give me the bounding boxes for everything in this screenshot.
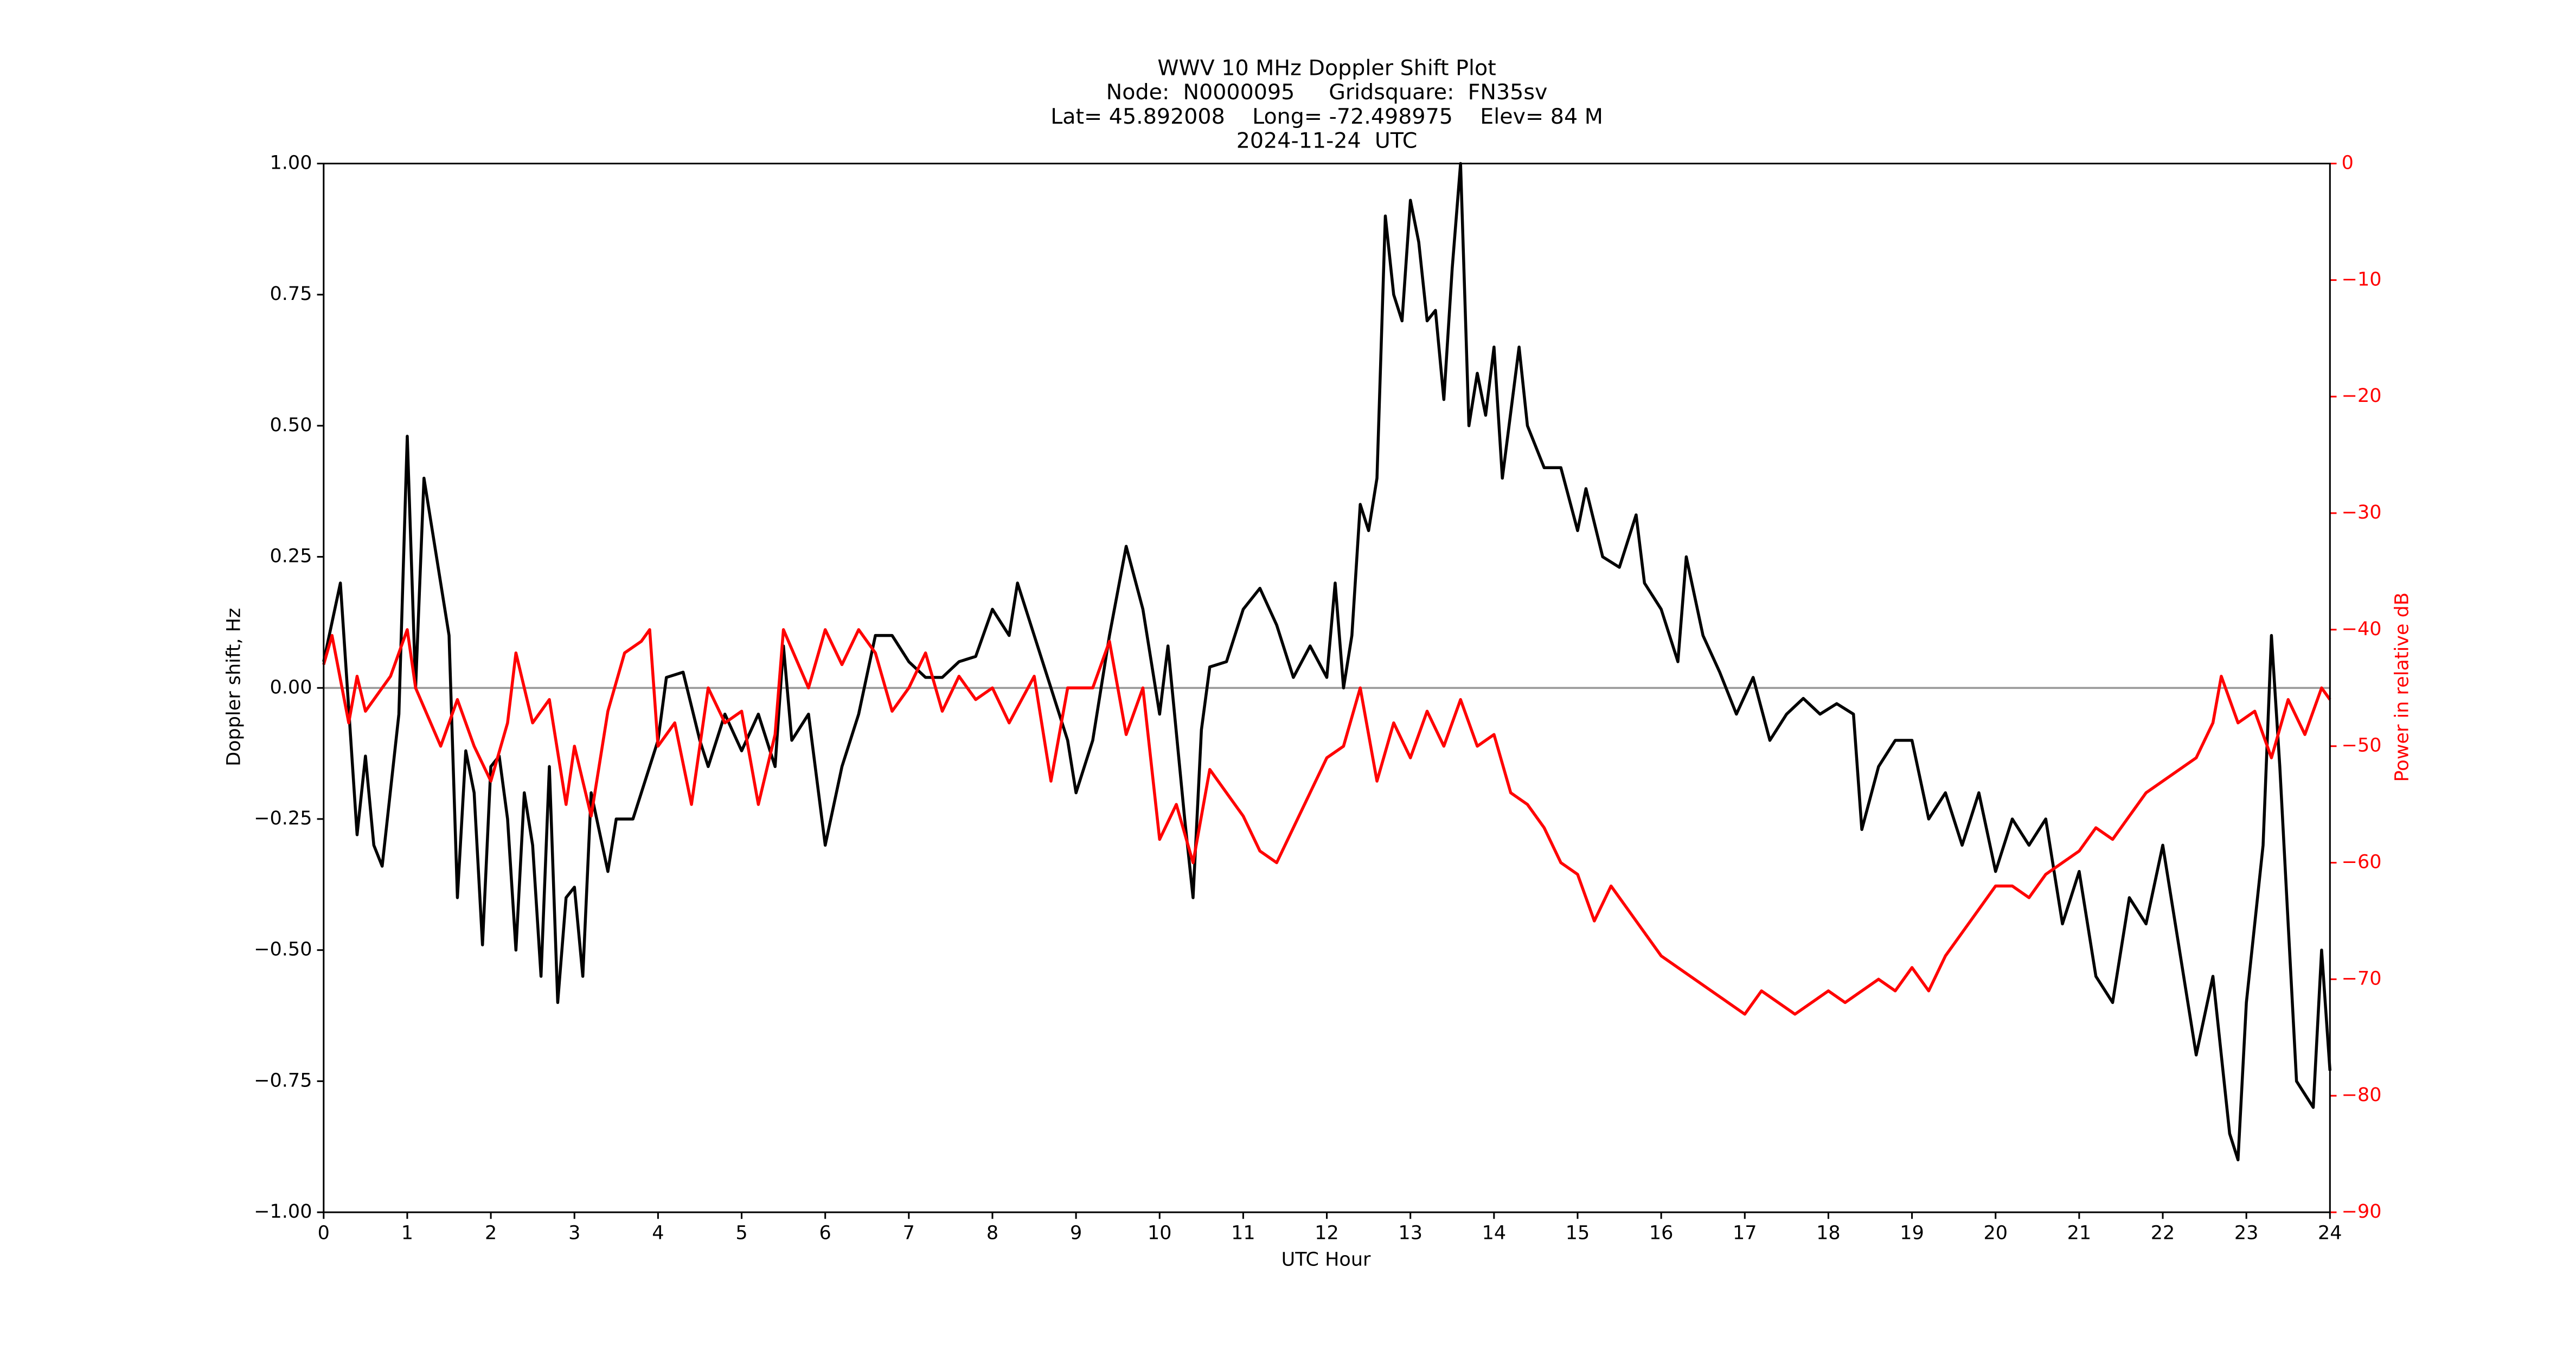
y-tick-label: 0.75	[270, 283, 312, 305]
y2-tick-label: −50	[2342, 735, 2382, 757]
y-tick-label: −0.50	[254, 939, 312, 961]
x-tick-label: 1	[401, 1223, 413, 1244]
y-tick-label: 0.50	[270, 414, 312, 436]
x-axis-label: UTC Hour	[1281, 1249, 1371, 1270]
y-tick-label: 0.25	[270, 546, 312, 567]
x-tick-label: 10	[1148, 1223, 1172, 1244]
chart-title: 2024-11-24 UTC	[1236, 129, 1418, 153]
x-tick-label: 4	[652, 1223, 664, 1244]
x-tick-label: 11	[1231, 1223, 1255, 1244]
x-tick-label: 2	[485, 1223, 497, 1244]
y2-tick-label: −20	[2342, 385, 2382, 407]
x-tick-label: 9	[1070, 1223, 1082, 1244]
x-tick-label: 16	[1649, 1223, 1674, 1244]
plot-frame	[323, 163, 2331, 1213]
chart-title: WWV 10 MHz Doppler Shift Plot	[1157, 55, 1496, 80]
x-tick-label: 19	[1900, 1223, 1924, 1244]
x-tick-label: 23	[2234, 1223, 2259, 1244]
y-axis-label: Doppler shift, Hz	[223, 608, 245, 766]
y2-tick-label: −70	[2342, 968, 2382, 989]
y-tick-label: 1.00	[270, 152, 312, 174]
x-tick-label: 5	[735, 1223, 747, 1244]
y-tick-label: −1.00	[254, 1201, 312, 1223]
x-tick-label: 18	[1816, 1223, 1841, 1244]
x-tick-label: 6	[819, 1223, 831, 1244]
x-tick-label: 22	[2151, 1223, 2175, 1244]
x-tick-label: 13	[1398, 1223, 1422, 1244]
y2-tick-label: −80	[2342, 1084, 2382, 1106]
x-tick-label: 21	[2067, 1223, 2092, 1244]
y2-tick-label: 0	[2342, 152, 2354, 174]
x-tick-label: 7	[903, 1223, 915, 1244]
y2-tick-label: −40	[2342, 618, 2382, 640]
y2-tick-label: −60	[2342, 852, 2382, 873]
x-tick-label: 15	[1566, 1223, 1590, 1244]
y2-axis-label: Power in relative dB	[2391, 592, 2413, 782]
x-tick-label: 8	[986, 1223, 998, 1244]
x-tick-label: 14	[1482, 1223, 1507, 1244]
series-line	[322, 628, 2331, 1016]
x-tick-label: 3	[568, 1223, 580, 1244]
x-tick-label: 24	[2318, 1223, 2342, 1244]
series-line	[322, 162, 2332, 1162]
y-tick-label: 0.00	[270, 676, 312, 698]
y2-tick-label: −10	[2342, 268, 2382, 290]
x-tick-label: 0	[318, 1223, 330, 1244]
x-tick-label: 12	[1315, 1223, 1339, 1244]
x-tick-label: 17	[1733, 1223, 1757, 1244]
chart-title: Node: N0000095 Gridsquare: FN35sv	[1106, 80, 1548, 105]
y-tick-label: −0.75	[254, 1070, 312, 1091]
x-tick-label: 20	[1983, 1223, 2008, 1244]
y2-tick-label: −30	[2342, 502, 2382, 523]
y-tick-label: −0.25	[254, 808, 312, 829]
chart-title: Lat= 45.892008 Long= -72.498975 Elev= 84…	[1050, 104, 1603, 129]
y2-tick-label: −90	[2342, 1201, 2382, 1223]
